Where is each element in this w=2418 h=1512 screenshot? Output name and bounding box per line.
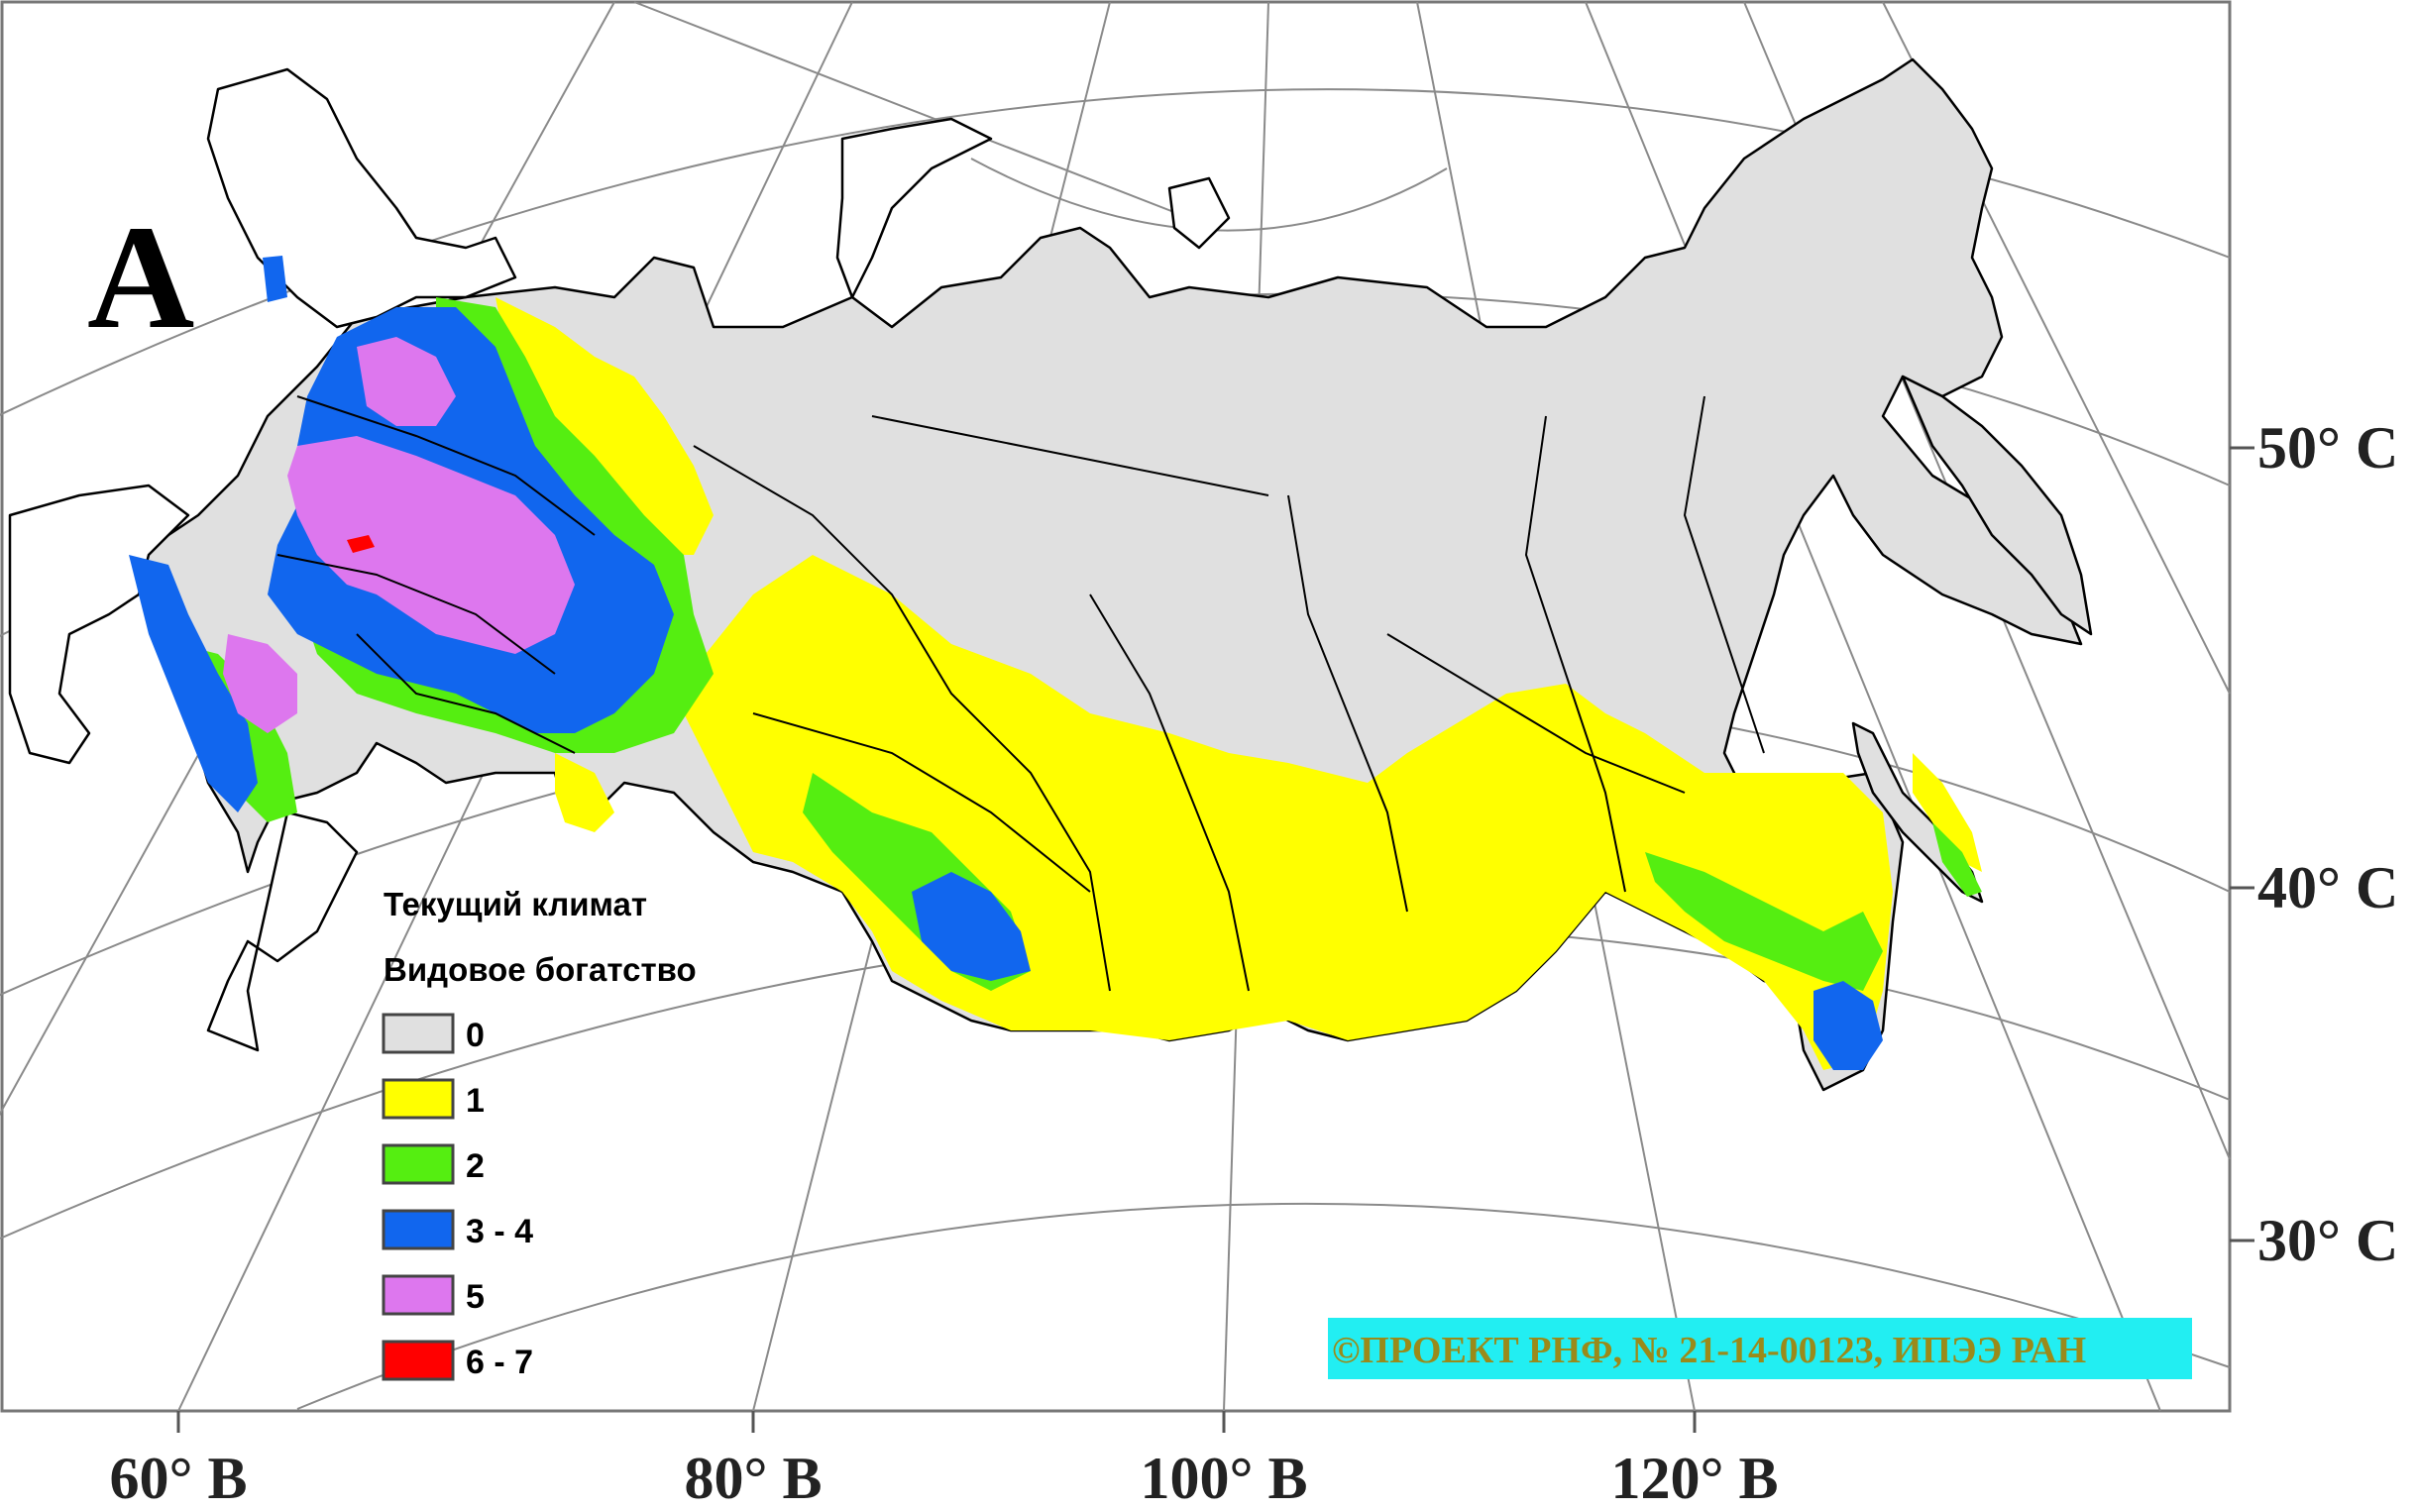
zone-class-3-4-altai <box>912 872 1031 981</box>
zone-class-3-4-far-east <box>1814 981 1883 1070</box>
credit-box: ©ПРОЕКТ РНФ, № 21-14-00123, ИПЭЭ РАН <box>1328 1318 2192 1379</box>
legend-title-line2: Видовое богатство <box>384 951 697 988</box>
zone-class-2-amur <box>1645 852 1883 991</box>
zone-class-1-kamchatka <box>1913 753 1982 872</box>
panel-letter: A <box>87 195 194 360</box>
longitude-label-60: 60° В <box>109 1446 247 1511</box>
legend-swatch <box>382 1274 455 1316</box>
legend-label: 0 <box>466 1017 485 1054</box>
richness-zones <box>129 256 1982 1070</box>
scandinavia <box>206 67 517 329</box>
legend-label: 5 <box>466 1278 485 1316</box>
legend-label: 2 <box>466 1147 485 1185</box>
legend-item: 2 <box>382 1143 485 1185</box>
longitude-label-80: 80° В <box>684 1446 822 1511</box>
zone-class-5-southwest <box>223 634 297 733</box>
longitude-label-120: 120° В <box>1610 1446 1778 1511</box>
zone-class-5-central <box>287 436 575 654</box>
caspian-region <box>206 810 359 1052</box>
legend-item: 0 <box>382 1013 485 1054</box>
legend-swatch <box>382 1209 455 1250</box>
severnaya-zemlya <box>1167 176 1231 250</box>
legend-item: 5 <box>382 1274 485 1316</box>
region-borders <box>276 395 1765 992</box>
zone-class-3-4-kola <box>263 256 287 302</box>
zone-class-1-west <box>495 297 714 555</box>
legend-swatch <box>382 1143 455 1185</box>
zone-class-2-sakhalin <box>1932 822 1982 897</box>
legend-title-line1: Текущий климат <box>384 886 647 922</box>
legend-label: 1 <box>466 1082 485 1120</box>
latitude-label-40: 40° С <box>2257 855 2398 920</box>
latitude-label-30: 30° С <box>2257 1208 2398 1273</box>
legend-swatch <box>382 1078 455 1120</box>
legend-swatch <box>382 1340 455 1381</box>
zone-class-3-4-caucasus <box>129 555 258 812</box>
latitude-labels: 50° С 40° С 30° С <box>2230 415 2398 1273</box>
novaya-zemlya <box>835 117 993 299</box>
legend-swatch <box>382 1013 455 1054</box>
black-sea-region <box>8 484 190 765</box>
longitude-labels: 60° В 80° В 100° В 120° В <box>109 1411 1779 1511</box>
zone-class-5-north <box>357 337 456 426</box>
zone-class-6-7 <box>347 535 375 553</box>
kamchatka <box>1901 375 2093 636</box>
legend-item: 3 - 4 <box>382 1209 533 1250</box>
legend-label: 3 - 4 <box>466 1213 533 1250</box>
credit-text: ©ПРОЕКТ РНФ, № 21-14-00123, ИПЭЭ РАН <box>1332 1330 2086 1371</box>
legend-label: 6 - 7 <box>466 1344 533 1381</box>
legend-item: 1 <box>382 1078 485 1120</box>
legend-item: 6 - 7 <box>382 1340 533 1381</box>
zone-class-1-south <box>555 753 614 832</box>
longitude-label-100: 100° В <box>1140 1446 1307 1511</box>
legend-items: 0 1 2 3 - 4 5 6 - 7 <box>382 1013 533 1381</box>
legend: Текущий климат Видовое богатство 0 1 2 3 - … <box>382 886 697 1381</box>
latitude-label-50: 50° С <box>2257 415 2398 481</box>
